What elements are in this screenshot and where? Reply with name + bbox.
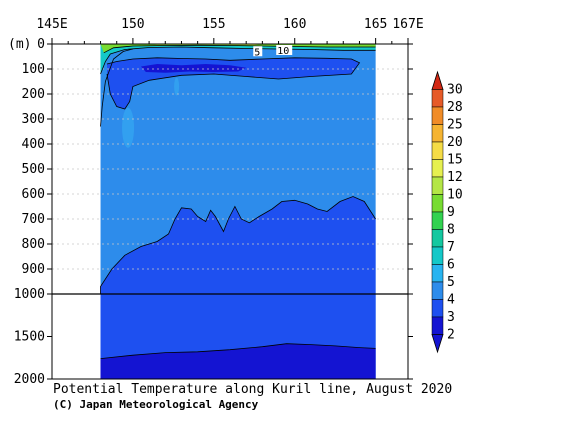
colorbar-cell-10 xyxy=(431,264,444,283)
colorbar: 30 28 25 20 15 12 10 9 8 7 6 5 4 3 2 xyxy=(431,70,463,354)
colorbar-label-28: 28 xyxy=(447,100,463,115)
contour-line-2 xyxy=(106,57,361,110)
colorbar-cell-9 xyxy=(431,246,444,265)
y-tick-label-400: 400 xyxy=(22,137,45,152)
layer-warm-9 xyxy=(100,44,376,53)
colorbar-cell-3 xyxy=(431,141,444,160)
contour-label-bg-5 xyxy=(253,46,263,57)
colorbar-label-4: 4 xyxy=(447,293,455,308)
colorbar-label-2: 2 xyxy=(447,328,455,343)
colorbar-bottom-arrow xyxy=(431,334,444,354)
y-tick-label-700: 700 xyxy=(22,212,45,227)
y-tick-label-2000: 2000 xyxy=(14,372,45,387)
colorbar-cell-5 xyxy=(431,176,444,195)
y-tick-label-900: 900 xyxy=(22,262,45,277)
colorbar-label-25: 25 xyxy=(447,118,463,133)
colorbar-cell-2 xyxy=(431,124,444,143)
layer-warm-blob xyxy=(122,107,135,148)
x-tick-label-160: 160 xyxy=(283,17,306,32)
section-layers xyxy=(100,44,376,379)
x-tick-label-150: 150 xyxy=(121,17,144,32)
x-tick-label-167: 167E xyxy=(392,17,423,32)
x-axis: 145E 150 155 160 165 167E xyxy=(36,17,424,44)
y-tick-label-800: 800 xyxy=(22,237,45,252)
contour-label-5: 5 xyxy=(254,47,260,58)
layer-warm-blob-2 xyxy=(174,77,180,96)
y-tick-label-200: 200 xyxy=(22,87,45,102)
colorbar-label-10: 10 xyxy=(447,188,463,203)
colorbar-label-5: 5 xyxy=(447,275,455,290)
y-tick-label-1500: 1500 xyxy=(14,330,45,345)
x-tick-label-155: 155 xyxy=(202,17,225,32)
layer-surface-cold-core xyxy=(141,64,247,73)
colorbar-cell-13 xyxy=(431,316,444,335)
contour-lines: 5 10 xyxy=(100,44,376,359)
colorbar-top-arrow xyxy=(431,70,444,90)
layer-2-3-upper xyxy=(100,196,376,294)
colorbar-label-15: 15 xyxy=(447,153,463,168)
contour-line-4 xyxy=(103,44,376,54)
contour-line-1 xyxy=(100,343,376,359)
y-tick-label-500: 500 xyxy=(22,162,45,177)
colorbar-label-8: 8 xyxy=(447,223,455,238)
colorbar-cell-4 xyxy=(431,159,444,178)
chart-title: Potential Temperature along Kuril line, … xyxy=(53,382,452,397)
colorbar-label-20: 20 xyxy=(447,135,463,150)
contour-label-bg-10 xyxy=(276,45,293,55)
colorbar-label-9: 9 xyxy=(447,205,455,220)
colorbar-cell-6 xyxy=(431,194,444,213)
colorbar-label-30: 30 xyxy=(447,83,463,98)
colorbar-label-3: 3 xyxy=(447,310,455,325)
colorbar-cell-1 xyxy=(431,106,444,125)
y-tick-label-1000: 1000 xyxy=(14,287,45,302)
y-tick-label-100: 100 xyxy=(22,62,45,77)
contour-label-10: 10 xyxy=(277,46,289,57)
colorbar-label-7: 7 xyxy=(447,240,455,255)
gridlines xyxy=(52,68,408,270)
colorbar-label-6: 6 xyxy=(447,258,455,273)
y-axis-unit: (m) xyxy=(8,37,31,52)
colorbar-cell-7 xyxy=(431,211,444,230)
y-axis: 0 100 200 300 400 500 600 700 800 900 1000 1500 2000 xyxy=(14,37,413,387)
y-tick-label-600: 600 xyxy=(22,187,45,202)
colorbar-cell-0 xyxy=(431,89,444,108)
colorbar-label-12: 12 xyxy=(447,170,463,185)
colorbar-cell-8 xyxy=(431,229,444,248)
contour-line-3 xyxy=(100,46,376,75)
contour-line-5 xyxy=(100,48,133,127)
colorbar-cell-11 xyxy=(431,281,444,300)
contour-line-0 xyxy=(100,196,376,294)
x-tick-label-145: 145E xyxy=(36,17,67,32)
colorbar-cell-12 xyxy=(431,299,444,318)
y-tick-label-0: 0 xyxy=(37,37,45,52)
y-tick-label-300: 300 xyxy=(22,112,45,127)
x-tick-label-165: 165 xyxy=(364,17,387,32)
chart-credit: (C) Japan Meteorological Agency xyxy=(53,398,259,411)
